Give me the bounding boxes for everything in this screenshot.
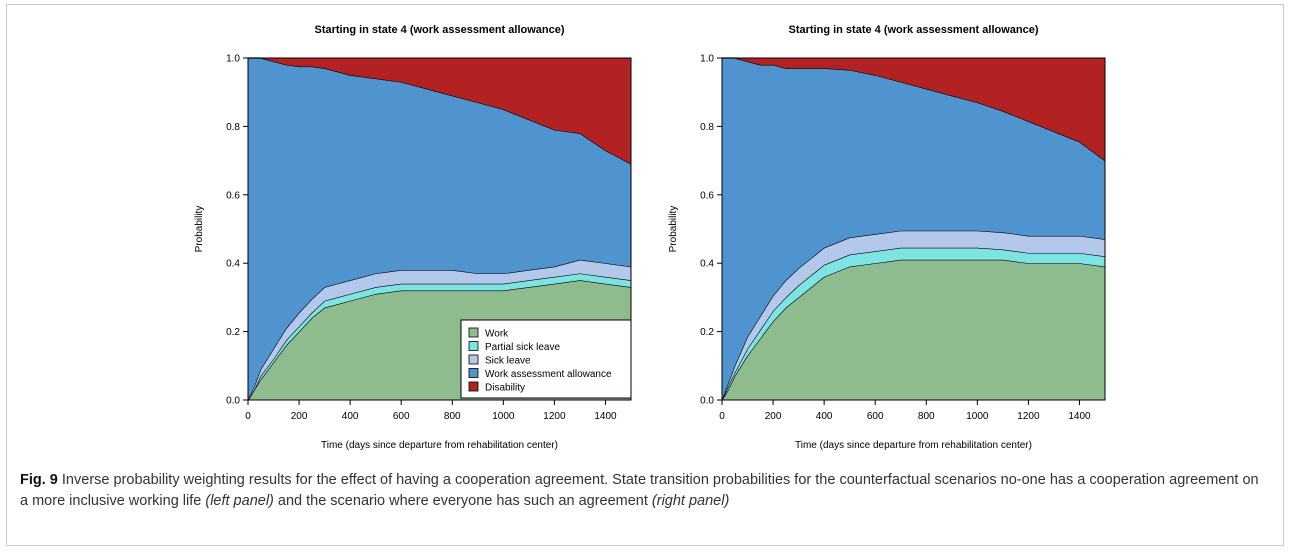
legend-box bbox=[460, 319, 632, 399]
area-partial-sick-leave bbox=[722, 247, 1105, 400]
area-layers bbox=[721, 57, 1106, 401]
y-tick-label: 0.0 bbox=[226, 396, 240, 407]
x-axis: 0 200 400 600 800 1000 1200 1400 Time (days sinc… bbox=[245, 400, 617, 451]
y-tick-label: 0.2 bbox=[226, 327, 240, 338]
area-work bbox=[722, 259, 1105, 400]
y-tick-label: 0.8 bbox=[700, 122, 714, 133]
x-tick-label: 1400 bbox=[594, 411, 617, 422]
x-tick-label: 400 bbox=[816, 411, 833, 422]
y-axis: 0.0 0.2 0.4 0.6 0.8 1.0 Probability bbox=[668, 54, 722, 407]
figure-frame bbox=[6, 4, 1284, 546]
x-tick-label: 1200 bbox=[543, 411, 566, 422]
area-sick-leave bbox=[722, 230, 1105, 400]
x-tick-label: 800 bbox=[918, 411, 935, 422]
y-tick-label: 1.0 bbox=[700, 54, 714, 65]
caption-text-2: and the scenario where everyone has such… bbox=[273, 493, 652, 509]
x-axis: 0 200 400 600 800 1000 1200 1400 Time (days sinc… bbox=[719, 400, 1091, 451]
legend-entry: Partial sick leave bbox=[485, 342, 560, 353]
y-tick-label: 0.6 bbox=[700, 190, 714, 201]
legend-swatch bbox=[468, 381, 479, 392]
plot-frame bbox=[247, 57, 632, 401]
right-chart: Starting in state 4 (work assessment all… bbox=[668, 24, 1106, 451]
x-tick-label: 1400 bbox=[1068, 411, 1091, 422]
caption-text-1: Inverse probability weighting results fo… bbox=[20, 472, 1259, 509]
legend-entry: Sick leave bbox=[485, 356, 531, 367]
legend-entry: Disability bbox=[485, 383, 525, 394]
y-tick-label: 0.2 bbox=[700, 327, 714, 338]
x-tick-label: 600 bbox=[867, 411, 884, 422]
legend-swatch bbox=[468, 327, 479, 338]
right-panel: Starting in state 4 (work assessment all… bbox=[652, 18, 1292, 460]
x-tick-label: 0 bbox=[719, 411, 725, 422]
y-tick-label: 0.4 bbox=[226, 259, 240, 270]
legend-entry: Work assessment allowance bbox=[485, 369, 612, 380]
y-tick-label: 1.0 bbox=[226, 54, 240, 65]
legend: Work Partial sick leave Sick leave Work ass… bbox=[460, 319, 632, 399]
area-disability bbox=[248, 58, 631, 165]
caption-label: Fig. 9 bbox=[20, 472, 58, 488]
legend-swatch bbox=[468, 354, 479, 365]
y-axis: 0.0 0.2 0.4 0.6 0.8 1.0 Probability bbox=[194, 54, 248, 407]
x-axis-label: Time (days since departure from rehabili… bbox=[321, 440, 558, 451]
area-disability bbox=[722, 58, 1105, 161]
caption-left-panel: (left panel) bbox=[205, 493, 274, 509]
plot-frame bbox=[721, 57, 1106, 401]
y-axis-label: Probability bbox=[194, 206, 205, 253]
x-tick-label: 0 bbox=[245, 411, 251, 422]
area-sick-leave bbox=[248, 259, 631, 400]
y-tick-label: 0.4 bbox=[700, 259, 714, 270]
x-tick-label: 600 bbox=[393, 411, 410, 422]
x-tick-label: 1200 bbox=[1017, 411, 1040, 422]
figure-caption: Fig. 9 Inverse probability weighting res… bbox=[20, 470, 1270, 512]
left-panel: Starting in state 4 (work assessment all… bbox=[178, 18, 818, 460]
x-tick-label: 200 bbox=[291, 411, 308, 422]
x-axis-label: Time (days since departure from rehabili… bbox=[795, 440, 1032, 451]
x-tick-label: 1000 bbox=[966, 411, 989, 422]
y-tick-label: 0.0 bbox=[700, 396, 714, 407]
caption-right-panel: (right panel) bbox=[651, 493, 730, 509]
x-tick-label: 800 bbox=[444, 411, 461, 422]
chart-title: Starting in state 4 (work assessment all… bbox=[788, 24, 1038, 36]
left-chart: Starting in state 4 (work assessment all… bbox=[194, 24, 632, 451]
legend-swatch bbox=[468, 368, 479, 378]
legend-swatch bbox=[468, 341, 479, 351]
x-tick-label: 1000 bbox=[492, 411, 515, 422]
y-tick-label: 0.6 bbox=[226, 190, 240, 201]
area-work-assessment-allowance bbox=[722, 58, 1105, 400]
chart-title: Starting in state 4 (work assessment all… bbox=[314, 24, 564, 36]
area-work-assessment-allowance bbox=[248, 58, 631, 400]
y-tick-label: 0.8 bbox=[226, 122, 240, 133]
x-tick-label: 200 bbox=[765, 411, 782, 422]
legend-entry: Work bbox=[485, 329, 509, 340]
y-axis-label: Probability bbox=[668, 206, 679, 253]
x-tick-label: 400 bbox=[342, 411, 359, 422]
